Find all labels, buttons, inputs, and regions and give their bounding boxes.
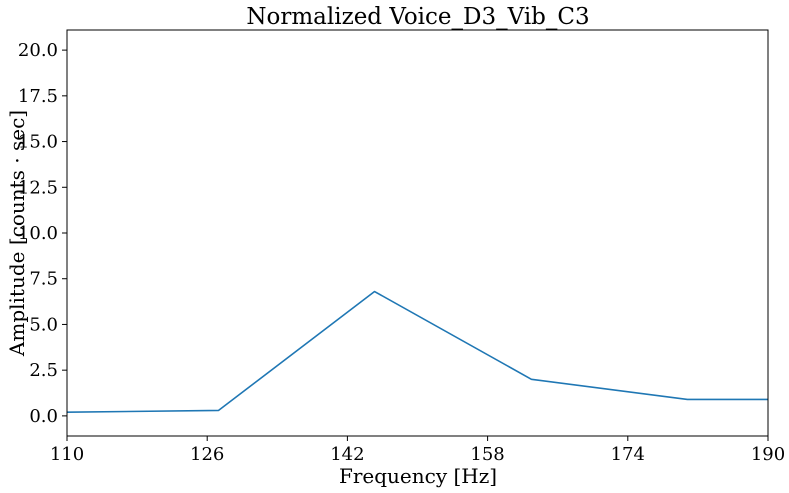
x-tick-label: 110 — [50, 444, 84, 465]
y-tick-label: 0.0 — [29, 406, 58, 427]
y-tick-label: 2.5 — [29, 360, 58, 381]
y-axis-label: Amplitude [counts · sec] — [5, 110, 29, 357]
x-axis-label: Frequency [Hz] — [339, 464, 497, 488]
x-tick-label: 190 — [751, 444, 785, 465]
x-tick-label: 158 — [470, 444, 504, 465]
x-tick-label: 142 — [330, 444, 364, 465]
y-tick-label: 15.0 — [18, 132, 58, 153]
y-axis: 0.0 2.5 5.0 7.5 10.0 12.5 15.0 17.5 20.0 — [18, 40, 67, 427]
x-tick-label: 174 — [611, 444, 645, 465]
y-tick-label: 20.0 — [18, 40, 58, 61]
y-tick-label: 12.5 — [18, 177, 58, 198]
x-axis: 110 126 142 158 174 190 — [50, 436, 785, 465]
plot-area — [66, 290, 768, 414]
y-tick-label: 17.5 — [18, 86, 58, 107]
y-tick-label: 10.0 — [18, 223, 58, 244]
plot-frame — [66, 29, 769, 437]
y-tick-label: 7.5 — [29, 269, 58, 290]
y-tick-label: 5.0 — [29, 314, 58, 335]
series-line-0 — [66, 290, 768, 414]
chart-title: Normalized Voice_D3_Vib_C3 — [246, 4, 589, 30]
x-tick-label: 126 — [190, 444, 224, 465]
